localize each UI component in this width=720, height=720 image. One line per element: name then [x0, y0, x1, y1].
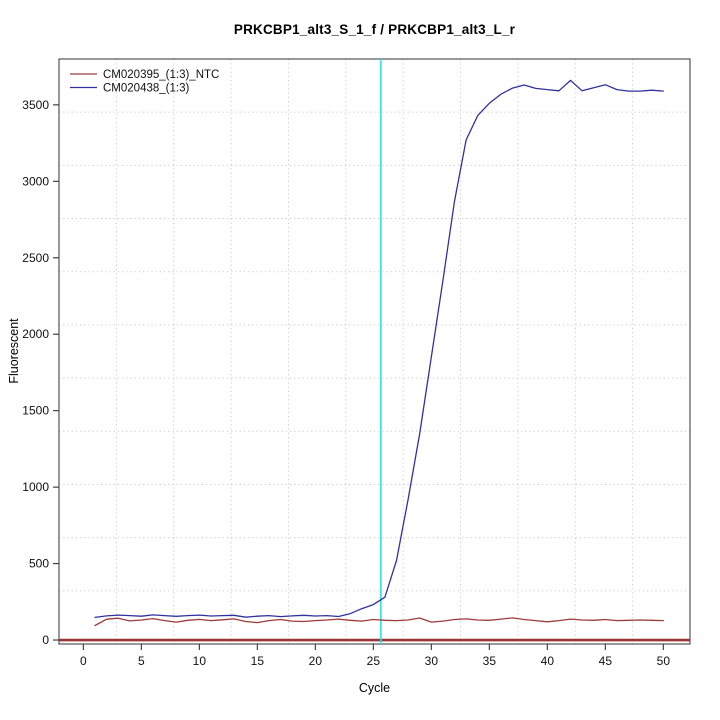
- x-tick-label: 35: [483, 654, 497, 668]
- chart-title: PRKCBP1_alt3_S_1_f / PRKCBP1_alt3_L_r: [233, 22, 516, 37]
- y-tick-label: 1000: [22, 480, 49, 494]
- y-tick-label: 3500: [22, 98, 49, 112]
- x-tick-label: 15: [251, 654, 265, 668]
- plot-box: [58, 58, 691, 645]
- series-curve-1: [94, 79, 664, 619]
- x-tick-label: 30: [425, 654, 439, 668]
- series-curve-0: [94, 617, 664, 627]
- y-tick-label: 3000: [22, 174, 49, 188]
- x-tick-label: 10: [193, 654, 207, 668]
- legend-entry-label: CM020395_(1:3)_NTC: [103, 69, 219, 81]
- legend-entry-label: CM020438_(1:3): [103, 83, 189, 95]
- x-tick-label: 20: [309, 654, 323, 668]
- y-tick-label: 2500: [22, 251, 49, 265]
- y-tick-label: 0: [42, 633, 49, 647]
- x-tick-label: 50: [657, 654, 671, 668]
- x-tick-label: 5: [138, 654, 145, 668]
- x-tick-label: 40: [541, 654, 555, 668]
- y-tick-label: 500: [29, 557, 49, 571]
- x-tick-label: 0: [80, 654, 87, 668]
- x-tick-label: 25: [367, 654, 381, 668]
- x-axis-title: Cycle: [358, 681, 391, 695]
- x-tick-label: 45: [599, 654, 613, 668]
- y-tick-label: 2000: [22, 327, 49, 341]
- y-tick-label: 1500: [22, 404, 49, 418]
